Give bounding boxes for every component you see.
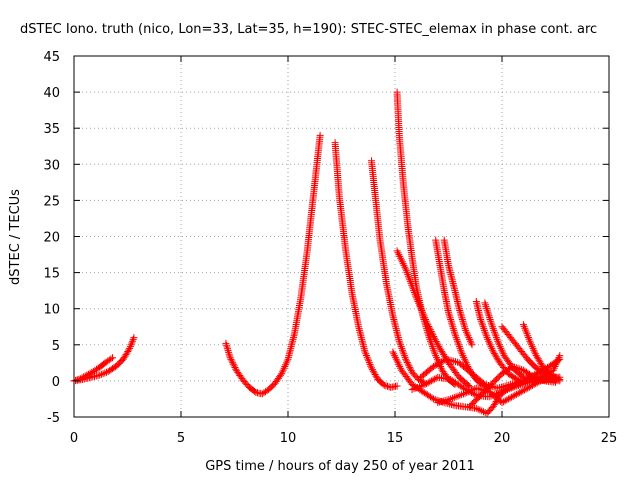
x-tick-label: 10 [280,431,297,446]
data-series-16 [434,373,564,407]
y-tick-label: 10 [43,303,60,318]
x-tick-label: 20 [494,431,511,446]
x-tick-label: 0 [70,431,78,446]
data-series-4 [368,157,429,387]
x-axis-label: GPS time / hours of day 250 of year 2011 [205,459,475,474]
series-markers [70,334,138,385]
y-tick-label: 20 [43,231,60,246]
data-series-6 [393,247,474,391]
data-series-9 [472,298,529,387]
y-tick-label: 40 [43,86,60,101]
data-series-3 [331,139,401,391]
y-tick-label: 35 [43,122,60,137]
y-tick-label: 0 [52,375,60,390]
series-markers [434,373,564,407]
x-tick-label: 15 [387,431,404,446]
y-tick-label: 45 [43,50,60,65]
x-tick-label: 25 [601,431,618,446]
data-series-8 [440,236,476,349]
data-series-1 [70,334,138,385]
axis-ticks: 0 5 10 15 20 25 -5 0 5 10 15 20 25 30 35 40 45 [43,50,617,446]
series-markers [368,157,429,387]
x-tick-label: 5 [177,431,185,446]
series-markers [393,247,474,391]
y-tick-label: 5 [52,339,60,354]
series-markers [440,236,476,349]
y-tick-label: -5 [47,411,60,426]
data-series-17 [466,363,559,410]
data-series-2 [222,131,324,398]
y-tick-label: 15 [43,267,60,282]
chart-title: dSTEC Iono. truth (nico, Lon=33, Lat=35,… [20,22,597,37]
series-markers [222,131,324,398]
series-markers [466,363,559,410]
y-tick-label: 30 [43,158,60,173]
series-markers [331,139,401,391]
y-tick-label: 25 [43,194,60,209]
series-markers [472,298,529,387]
data-markers [70,88,564,417]
y-axis-label: dSTEC / TECUs [8,189,23,285]
